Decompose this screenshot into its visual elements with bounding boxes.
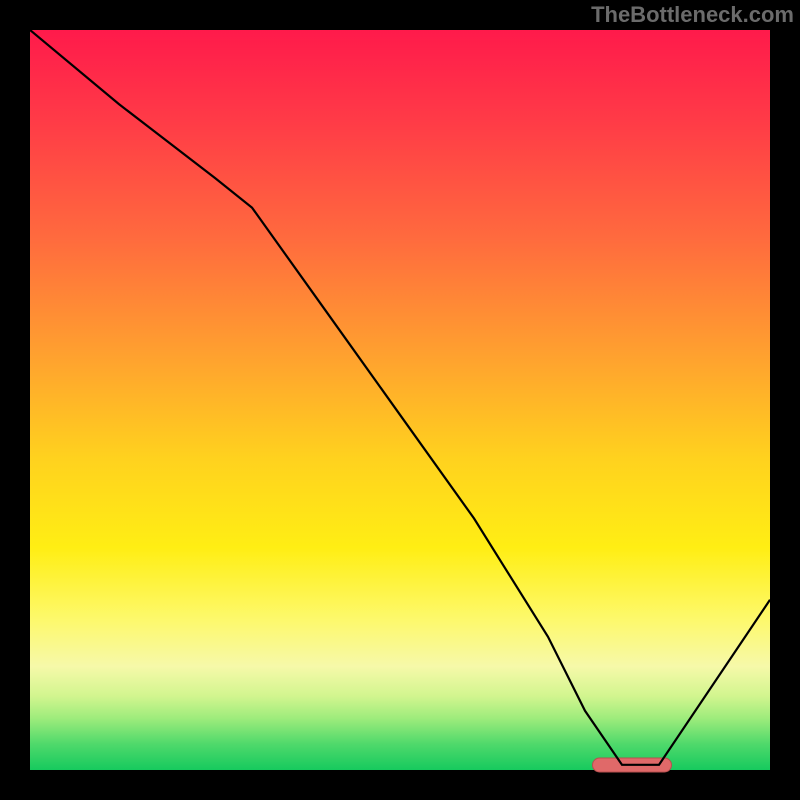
- watermark-label: TheBottleneck.com: [591, 2, 794, 28]
- plot-area: [30, 30, 770, 770]
- bottleneck-curve: [30, 30, 770, 765]
- chart-container: TheBottleneck.com: [0, 0, 800, 800]
- curve-layer: [30, 30, 770, 770]
